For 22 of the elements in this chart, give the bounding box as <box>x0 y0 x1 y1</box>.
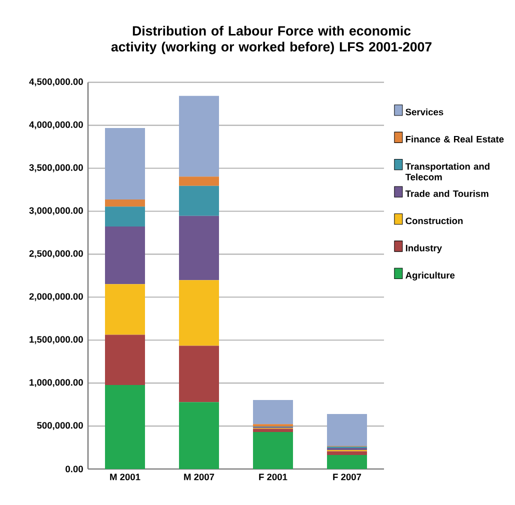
legend-label: Transportation and Telecom <box>405 162 490 180</box>
y-tick-label: 500,000.00 <box>37 422 83 430</box>
x-tick-label: F 2007 <box>333 474 362 480</box>
x-tick-label: M 2001 <box>110 474 140 480</box>
y-tick-label: 1,500,000.00 <box>30 336 83 344</box>
x-tick-label: M 2007 <box>184 474 214 480</box>
y-tick-label: 1,000,000.00 <box>30 379 83 388</box>
y-tick-label: 4,500,000.00 <box>29 78 83 86</box>
y-tick-label: 4,000,000.00 <box>29 121 83 130</box>
legend-label: Agriculture <box>406 272 455 280</box>
y-tick-label: 2,000,000.00 <box>29 293 83 302</box>
x-tick-label: F 2001 <box>259 474 288 480</box>
legend-label: Finance & Real Estate <box>406 136 504 142</box>
y-tick-label: 0.00 <box>66 466 83 472</box>
legend-label: Industry <box>406 244 442 254</box>
legend-label: Construction <box>406 217 463 224</box>
chart-title: Distribution of Labour Force with economic activity (working or worked before) LFS 2001-2007 <box>111 26 432 54</box>
y-tick-label: 3,500,000.00 <box>29 164 83 172</box>
y-tick-label: 3,000,000.00 <box>29 207 83 216</box>
legend-label: Trade and Tourism <box>405 190 488 197</box>
y-tick-label: 2,500,000.00 <box>29 250 83 258</box>
legend-label: Services <box>406 108 444 116</box>
